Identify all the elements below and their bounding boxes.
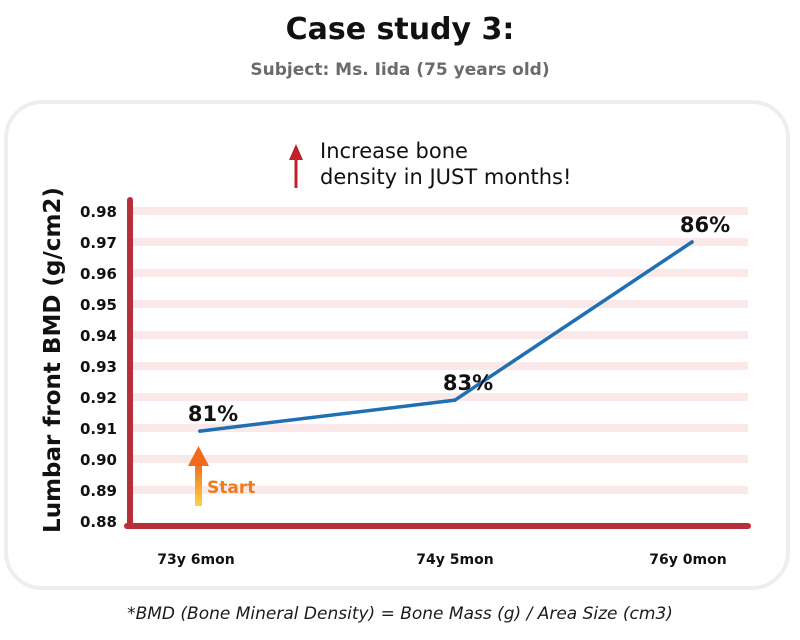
data-label: 81% — [188, 402, 238, 426]
y-axis-label: Lumbar front BMD (g/cm2) — [40, 187, 66, 533]
gridlines — [133, 207, 748, 494]
data-point — [198, 429, 202, 433]
axes — [124, 197, 751, 529]
x-tick-labels: 73y 6mon 74y 5mon 76y 0mon — [157, 552, 726, 568]
footnote: *BMD (Bone Mineral Density) = Bone Mass … — [127, 604, 673, 624]
series — [198, 240, 694, 433]
y-tick-label: 0.96 — [80, 265, 117, 283]
y-tick-label: 0.92 — [80, 389, 117, 407]
y-tick-label: 0.95 — [80, 296, 117, 314]
callout-line-2: density in JUST months! — [320, 165, 571, 189]
x-tick-label: 74y 5mon — [416, 552, 493, 568]
up-arrow-icon — [289, 144, 303, 188]
y-tick-label: 0.90 — [80, 451, 117, 469]
y-tick-labels: 0.88 0.89 0.90 0.91 0.92 0.93 0.94 0.95 0.96 0.97… — [80, 203, 117, 531]
start-marker: Start — [188, 446, 255, 506]
y-tick-label: 0.89 — [80, 482, 117, 500]
chart-subtitle: Subject: Ms. Iida (75 years old) — [250, 60, 550, 80]
y-tick-label: 0.94 — [80, 327, 117, 345]
y-tick-label: 0.91 — [80, 420, 117, 438]
callout: Increase bone density in JUST months! — [289, 139, 571, 189]
y-tick-label: 0.93 — [80, 358, 117, 376]
chart-title: Case study 3: — [285, 12, 515, 47]
start-label: Start — [207, 478, 255, 498]
data-labels: 81% 83% 86% — [188, 213, 730, 426]
data-point — [690, 240, 694, 244]
y-tick-label: 0.98 — [80, 203, 117, 221]
data-label: 83% — [443, 371, 493, 395]
chart-card — [4, 100, 790, 590]
data-point — [453, 398, 457, 402]
x-tick-label: 76y 0mon — [649, 552, 726, 568]
start-arrow-icon — [188, 446, 209, 506]
data-label: 86% — [680, 213, 730, 237]
y-tick-label: 0.88 — [80, 513, 117, 531]
y-tick-label: 0.97 — [80, 234, 117, 252]
x-tick-label: 73y 6mon — [157, 552, 234, 568]
callout-line-1: Increase bone — [320, 139, 468, 163]
